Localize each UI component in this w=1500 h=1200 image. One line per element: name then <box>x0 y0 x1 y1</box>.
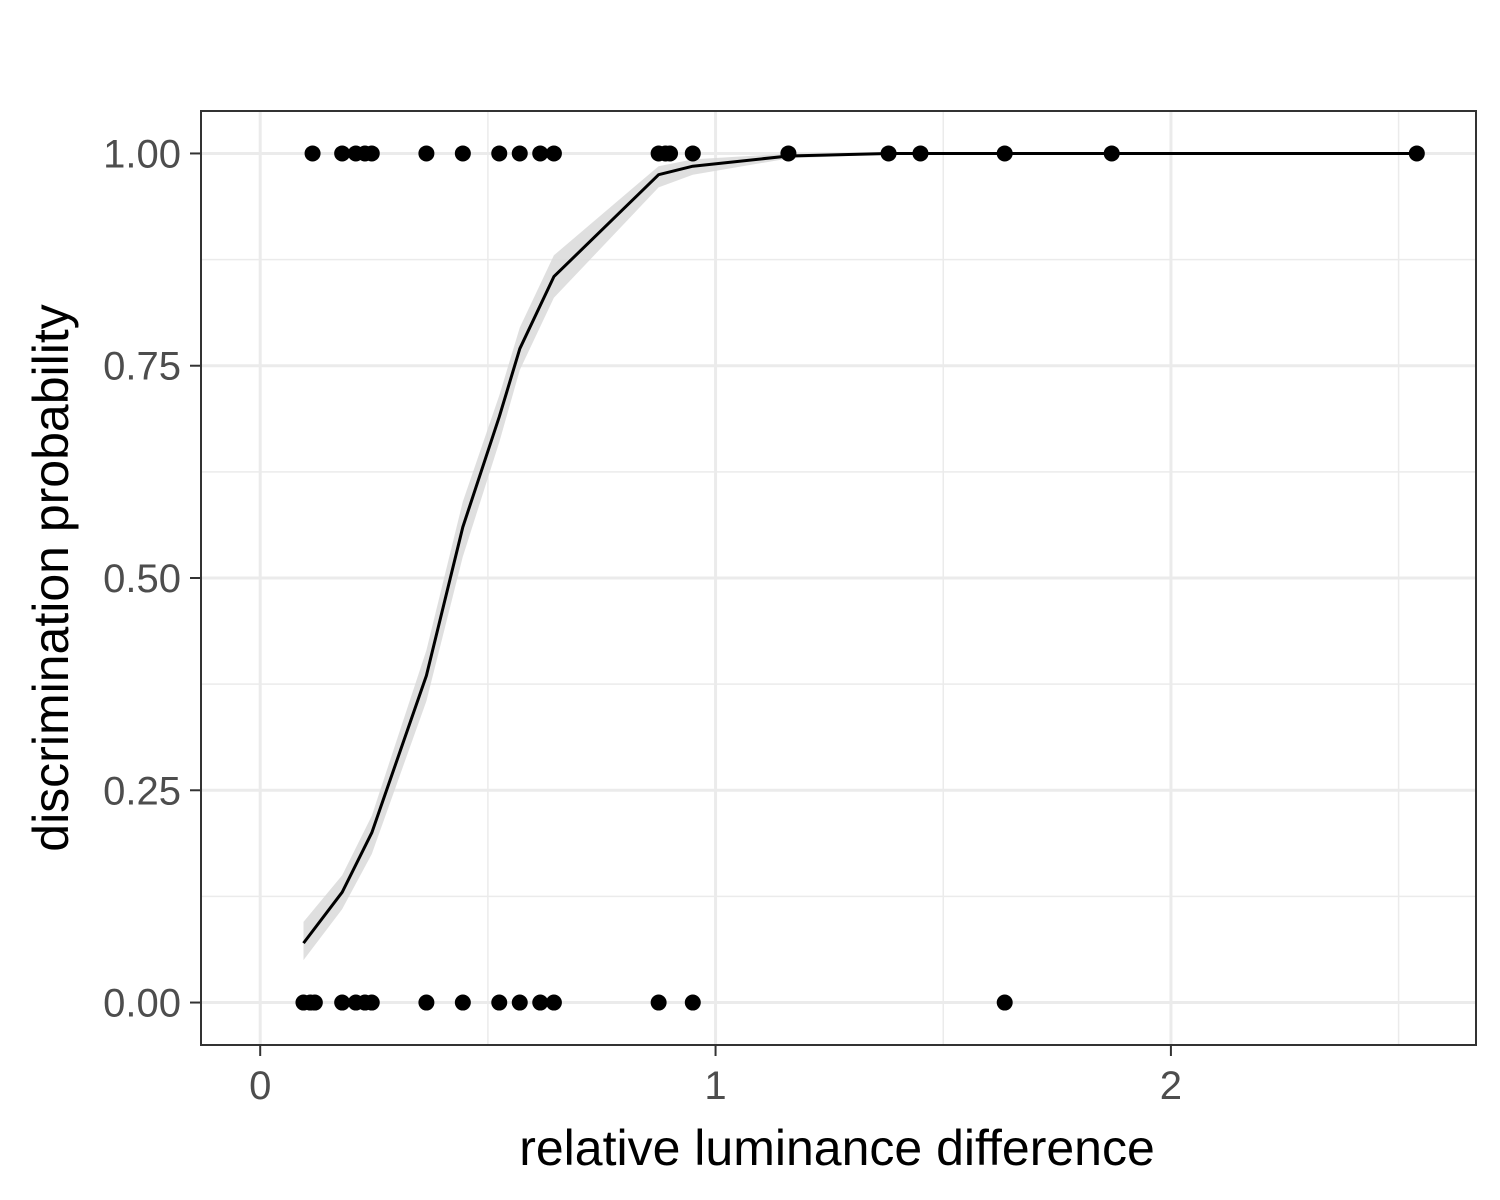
data-point <box>363 994 380 1011</box>
y-axis-title: discrimination probability <box>23 304 79 851</box>
data-point <box>491 145 508 162</box>
data-point <box>996 145 1013 162</box>
data-point <box>532 145 549 162</box>
data-point <box>650 994 667 1011</box>
y-tick-label: 0.75 <box>103 345 181 389</box>
data-point <box>912 145 929 162</box>
data-point <box>996 994 1013 1011</box>
data-point <box>304 145 321 162</box>
data-point <box>684 994 701 1011</box>
data-point <box>363 145 380 162</box>
data-point <box>334 145 351 162</box>
data-point <box>334 994 351 1011</box>
data-point <box>545 994 562 1011</box>
x-axis-title: relative luminance difference <box>519 1120 1155 1176</box>
data-point <box>306 994 323 1011</box>
data-point <box>418 145 435 162</box>
data-point <box>1408 145 1425 162</box>
data-point <box>1103 145 1120 162</box>
y-tick-label: 0.00 <box>103 982 181 1026</box>
y-tick-label: 0.25 <box>103 769 181 813</box>
data-point <box>454 145 471 162</box>
data-point <box>418 994 435 1011</box>
data-point <box>780 145 797 162</box>
x-axis: 0 1 2 <box>249 1045 1182 1108</box>
data-point <box>684 145 701 162</box>
grid-minor <box>201 111 1476 1045</box>
data-point <box>545 145 562 162</box>
data-point <box>491 994 508 1011</box>
y-axis: 0.00 0.25 0.50 0.75 1.00 <box>103 132 201 1026</box>
data-point <box>454 994 471 1011</box>
y-tick-label: 0.50 <box>103 557 181 601</box>
data-point <box>511 145 528 162</box>
y-tick-label: 1.00 <box>103 132 181 176</box>
data-point <box>662 145 679 162</box>
points-layer <box>295 145 1425 1011</box>
x-tick-label: 0 <box>249 1064 271 1108</box>
x-tick-label: 2 <box>1160 1064 1182 1108</box>
data-point <box>511 994 528 1011</box>
data-point <box>880 145 897 162</box>
x-tick-label: 1 <box>704 1064 726 1108</box>
data-point <box>532 994 549 1011</box>
